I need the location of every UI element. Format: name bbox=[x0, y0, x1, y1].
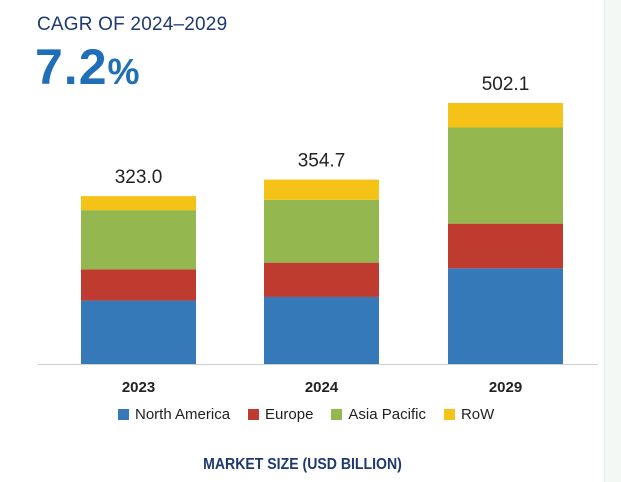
bar-segment-north-america-2023 bbox=[81, 300, 196, 364]
side-panel-strip bbox=[604, 0, 621, 482]
total-label-2023: 323.0 bbox=[115, 167, 163, 188]
x-tick-label-2024: 2024 bbox=[305, 379, 339, 396]
bar-segment-asia-pacific-2029 bbox=[448, 127, 563, 224]
legend-label-north-america: North America bbox=[135, 406, 231, 423]
chart-footer-title: MARKET SIZE (USD BILLION) bbox=[203, 456, 402, 473]
legend-swatch-asia-pacific bbox=[331, 409, 343, 420]
cagr-value: 7.2% bbox=[35, 38, 141, 96]
bar-segment-row-2029 bbox=[448, 103, 563, 128]
x-tick-label-2029: 2029 bbox=[489, 379, 522, 396]
bar-segment-europe-2024 bbox=[264, 262, 379, 297]
bar-segment-asia-pacific-2023 bbox=[81, 210, 196, 270]
legend-swatch-north-america bbox=[118, 409, 129, 420]
cagr-label: CAGR OF 2024–2029 bbox=[37, 14, 228, 35]
bar-segment-north-america-2024 bbox=[264, 296, 379, 364]
chart-legend: North America Europe Asia Pacific RoW bbox=[118, 406, 494, 423]
legend-label-row: RoW bbox=[460, 406, 495, 423]
bar-segment-europe-2029 bbox=[448, 223, 563, 269]
bar-segment-asia-pacific-2024 bbox=[264, 199, 379, 263]
x-tick-label-2023: 2023 bbox=[122, 379, 155, 396]
total-label-2029: 502.1 bbox=[482, 74, 530, 95]
legend-label-europe: Europe bbox=[265, 406, 314, 423]
legend-swatch-europe bbox=[248, 409, 260, 420]
legend-item-row: RoW bbox=[443, 406, 495, 423]
bar-segment-row-2023 bbox=[81, 196, 196, 211]
legend-label-asia-pacific: Asia Pacific bbox=[348, 406, 426, 423]
cagr-percent-sign: % bbox=[107, 51, 141, 92]
legend-item-europe: Europe bbox=[248, 406, 313, 423]
total-label-2024: 354.7 bbox=[298, 151, 346, 172]
cagr-number: 7.2 bbox=[35, 39, 108, 95]
bar-segment-north-america-2029 bbox=[448, 268, 563, 364]
legend-swatch-row bbox=[443, 409, 455, 420]
bar-segment-row-2024 bbox=[264, 179, 379, 200]
bar-segment-europe-2023 bbox=[81, 269, 196, 301]
legend-item-north-america: North America bbox=[118, 406, 230, 423]
legend-item-asia-pacific: Asia Pacific bbox=[331, 406, 426, 423]
